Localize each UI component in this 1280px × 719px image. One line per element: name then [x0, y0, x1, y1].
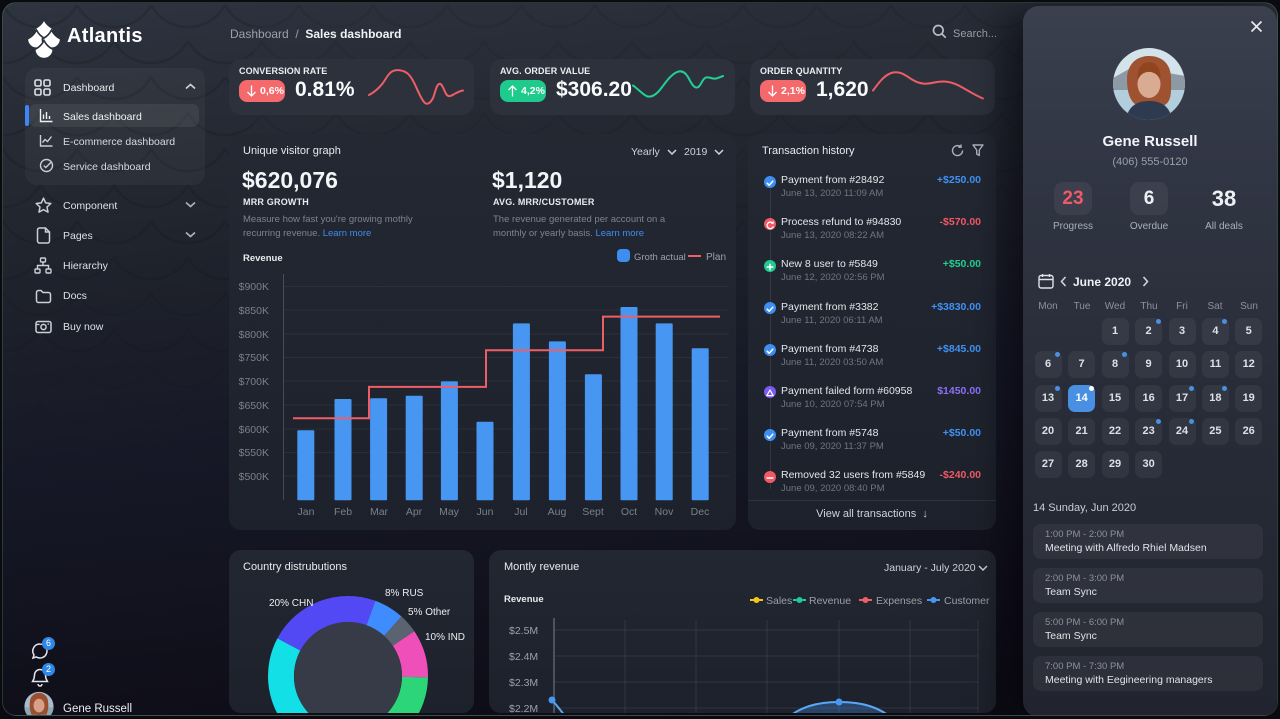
svg-text:Customer: Customer [944, 595, 990, 606]
svg-text:$2.3M: $2.3M [509, 677, 538, 689]
svg-text:$600K: $600K [239, 424, 269, 436]
svg-text:$550K: $550K [239, 447, 269, 459]
svg-text:$650K: $650K [239, 400, 269, 412]
svg-text:Feb: Feb [334, 506, 352, 518]
svg-text:$2.4M: $2.4M [509, 651, 538, 663]
svg-text:Aug: Aug [548, 506, 567, 518]
svg-text:Jul: Jul [514, 506, 527, 518]
svg-text:Dec: Dec [691, 506, 710, 518]
svg-text:Apr: Apr [406, 506, 423, 518]
svg-text:$2.2M: $2.2M [509, 703, 538, 713]
svg-text:$750K: $750K [239, 352, 269, 364]
svg-text:Sales: Sales [766, 595, 792, 606]
svg-text:May: May [439, 506, 460, 518]
svg-text:$700K: $700K [239, 376, 269, 388]
svg-text:Expenses: Expenses [876, 595, 922, 606]
svg-text:Nov: Nov [655, 506, 674, 518]
svg-text:$850K: $850K [239, 305, 269, 317]
svg-text:Revenue: Revenue [809, 595, 851, 606]
svg-text:$900K: $900K [239, 281, 269, 293]
svg-text:$800K: $800K [239, 329, 269, 341]
svg-text:Oct: Oct [621, 506, 637, 518]
svg-text:Jun: Jun [477, 506, 494, 518]
svg-text:Sept: Sept [582, 506, 604, 518]
svg-text:Mar: Mar [370, 506, 389, 518]
svg-text:$2.5M: $2.5M [509, 625, 538, 637]
svg-text:Jan: Jan [298, 506, 315, 518]
svg-text:$500K: $500K [239, 471, 269, 483]
